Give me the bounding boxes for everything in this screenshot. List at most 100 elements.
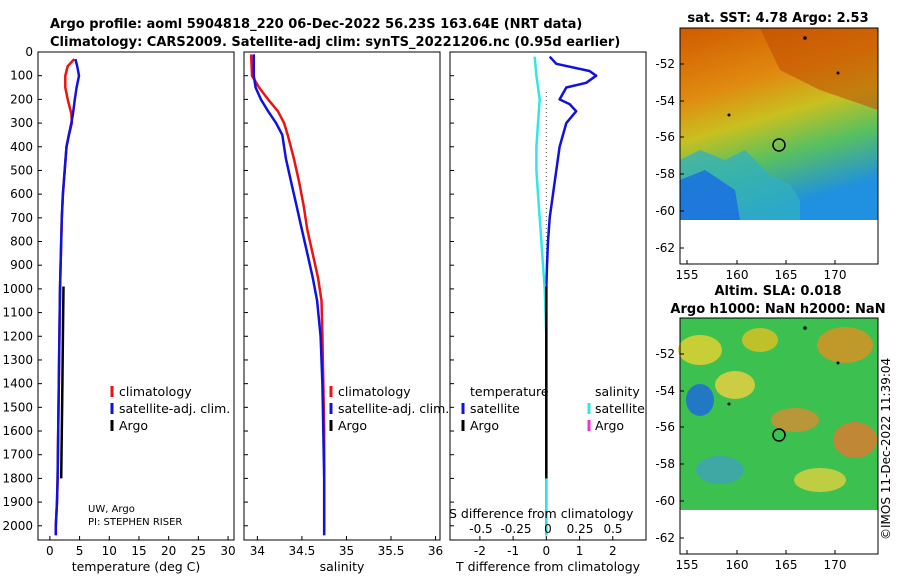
depth-tick-label: 1800: [2, 471, 33, 485]
series-line-salinity-satellite: [533, 56, 548, 536]
depth-tick-label: 600: [10, 187, 33, 201]
temperature-legend: climatology satellite-adj. clim. Argo: [110, 384, 230, 433]
map-y-tick-label: -58: [655, 457, 675, 471]
island-dot: [803, 36, 807, 40]
depth-tick-label: 700: [10, 211, 33, 225]
difference-panel: -2 -1 0 1 2: [474, 55, 617, 558]
sla-map-ticks: 155 160 165 170 -52 -54 -56 -58 -60 -62: [655, 347, 846, 572]
sst-map: [679, 27, 879, 265]
sst-map-ticks: 155 160 165 170 -52 -54 -56 -58 -60 -62: [655, 57, 846, 282]
depth-tick-label: 1600: [2, 424, 33, 438]
x-tick-label: 30: [220, 544, 235, 558]
x-tick-label: 0: [46, 544, 54, 558]
map-x-tick-label: 160: [726, 558, 749, 572]
sst-nodata-band: [680, 220, 878, 264]
legend-title-temperature: temperature: [470, 384, 549, 399]
sla-anomaly: [678, 335, 722, 365]
sla-anomaly: [833, 422, 877, 458]
depth-tick-label: 300: [10, 116, 33, 130]
depth-tick-label: 0: [25, 45, 33, 59]
temperature-plot-frame: [37, 51, 235, 541]
depth-tick-label: 500: [10, 163, 33, 177]
sla-nodata-band: [680, 510, 878, 554]
series-line-argo: [59, 286, 65, 479]
x-tick-label: -1: [507, 544, 519, 558]
legend-label-argo: Argo: [119, 418, 148, 433]
depth-tick-label: 400: [10, 140, 33, 154]
map-y-tick-label: -62: [655, 241, 675, 255]
legend-label-sal-argo: Argo: [595, 418, 624, 433]
sla-anomaly: [817, 327, 873, 363]
x-tick-label: 35.5: [378, 544, 405, 558]
map-y-tick-label: -56: [655, 420, 675, 434]
series-line-climatology: [249, 54, 326, 536]
figure-title-line1: Argo profile: aoml 5904818_220 06-Dec-20…: [50, 17, 582, 32]
series-line-satellite-adj-clim-: [252, 54, 326, 536]
sla-anomaly: [742, 328, 778, 352]
map-y-tick-label: -58: [655, 167, 675, 181]
figure-title-line2: Climatology: CARS2009. Satellite-adj cli…: [50, 35, 620, 50]
sst-coldest-patch: [680, 170, 740, 220]
difference-plot-frame: [449, 51, 647, 541]
sla-anomaly: [696, 456, 744, 484]
s-tick-label: 0.5: [603, 522, 622, 536]
s-tick-label: -0.25: [500, 522, 531, 536]
depth-tick-label: 1500: [2, 400, 33, 414]
series-line-temperature-satellite: [545, 55, 598, 536]
island-dot: [803, 326, 807, 330]
map-y-tick-label: -60: [655, 204, 675, 218]
map-x-tick-label: 170: [824, 268, 847, 282]
legend-title-salinity: salinity: [595, 384, 640, 399]
map-y-tick-label: -52: [655, 347, 675, 361]
sst-map-frame: [679, 27, 879, 265]
legend-label-satellite: satellite-adj. clim.: [119, 401, 230, 416]
depth-tick-label: 900: [10, 258, 33, 272]
sla-map-title-line1: Altim. SLA: 0.018: [715, 284, 842, 299]
map-y-tick-label: -56: [655, 130, 675, 144]
legend-label-sal-satellite: satellite: [595, 401, 645, 416]
sla-map: [678, 317, 879, 555]
x-tick-label: 1: [576, 544, 584, 558]
map-x-tick-label: 160: [726, 268, 749, 282]
s-tick-label: 0.25: [567, 522, 594, 536]
argo-location-marker: [772, 138, 786, 152]
temperature-panel: 0 5 10 15 20 25 30: [46, 58, 236, 558]
s-difference-label: S difference from climatology: [449, 506, 634, 521]
sst-map-title: sat. SST: 4.78 Argo: 2.53: [687, 11, 868, 26]
difference-legend: temperature salinity satellite Argo sate…: [461, 384, 645, 433]
depth-tick-label: 1900: [2, 495, 33, 509]
x-tick-label: -2: [474, 544, 486, 558]
depth-tick-label: 1100: [2, 306, 33, 320]
depth-tick-label: 800: [10, 235, 33, 249]
depth-tick-label: 1400: [2, 377, 33, 391]
legend-label-argo: Argo: [338, 418, 367, 433]
map-y-tick-label: -52: [655, 57, 675, 71]
depth-tick-label: 1000: [2, 282, 33, 296]
s-difference-ticks: -0.5 -0.25 0 0.25 0.5: [469, 522, 622, 536]
sst-warm-patch: [760, 28, 878, 110]
legend-label-temp-argo: Argo: [470, 418, 499, 433]
island-dot: [727, 402, 731, 406]
map-y-tick-label: -54: [655, 94, 675, 108]
x-tick-label: 15: [131, 544, 146, 558]
x-tick-label: 34: [250, 544, 265, 558]
island-dot: [836, 361, 840, 365]
legend-label-temp-satellite: satellite: [470, 401, 520, 416]
salinity-xlabel: salinity: [320, 559, 365, 574]
map-y-tick-label: -60: [655, 494, 675, 508]
map-x-tick-label: 155: [676, 558, 699, 572]
depth-tick-label: 1200: [2, 329, 33, 343]
series-line-satellite-adj-clim-: [54, 58, 81, 536]
sla-anomaly: [794, 468, 846, 492]
imos-watermark: ©IMOS 11-Dec-2022 11:39:04: [879, 358, 893, 540]
depth-tick-label: 1700: [2, 448, 33, 462]
argo-location-marker: [772, 428, 786, 442]
depth-tick-label: 2000: [2, 519, 33, 533]
s-tick-label: 0: [544, 522, 552, 536]
depth-tick-label: 200: [10, 92, 33, 106]
x-tick-label: 2: [609, 544, 617, 558]
sla-anomaly: [771, 408, 819, 432]
legend-label-climatology: climatology: [338, 384, 411, 399]
sla-anomaly: [715, 371, 755, 399]
